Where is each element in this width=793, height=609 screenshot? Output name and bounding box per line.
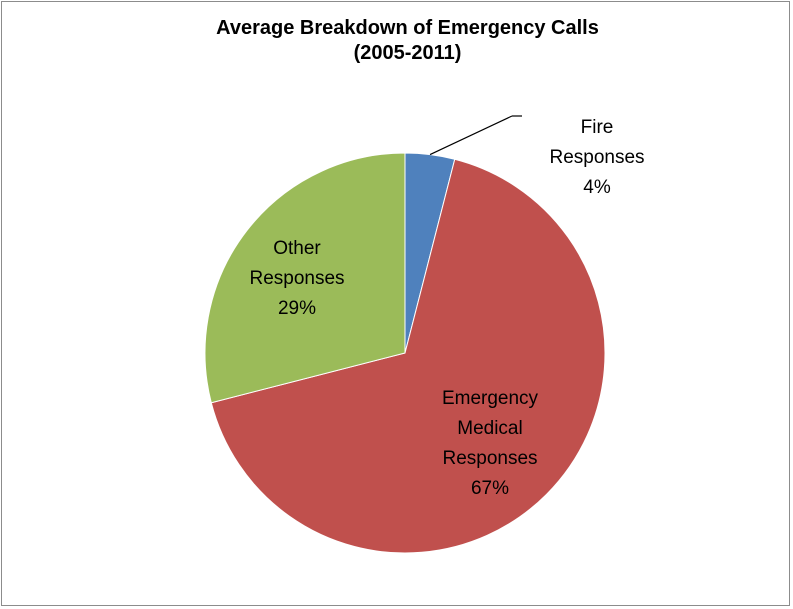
pie-slice-other (204, 152, 406, 404)
slice-label-fire-line: Responses (549, 147, 644, 168)
slice-label-other-line: Other (273, 238, 321, 259)
fire-leader-line (429, 115, 513, 156)
slice-label-fire: Fire Responses 4% (549, 117, 644, 198)
pie-slice-medical (210, 158, 606, 554)
pie-slices (204, 152, 606, 554)
chart-title-line-1: Average Breakdown of Emergency Calls (216, 17, 599, 39)
slice-label-other-line: 29% (278, 298, 316, 319)
slice-label-other-line: Responses (249, 268, 344, 289)
slice-label-medical-line: Emergency (442, 388, 539, 409)
chart-title-line-2: (2005-2011) (353, 42, 462, 64)
slice-label-other: Other Responses 29% (249, 238, 344, 319)
slice-label-medical-line: 67% (471, 478, 509, 499)
slice-label-medical-line: Responses (442, 448, 537, 469)
slice-label-medical-line: Medical (457, 418, 522, 439)
slice-label-medical: Emergency Medical Responses 67% (442, 388, 539, 499)
slice-label-fire-line: 4% (583, 177, 611, 198)
pie-labels: Fire Responses 4% Emergency Medical Responses… (249, 117, 644, 499)
chart-title: Average Breakdown of Emergency Calls (20… (0, 16, 793, 66)
slice-label-fire-line: Fire (581, 117, 614, 138)
